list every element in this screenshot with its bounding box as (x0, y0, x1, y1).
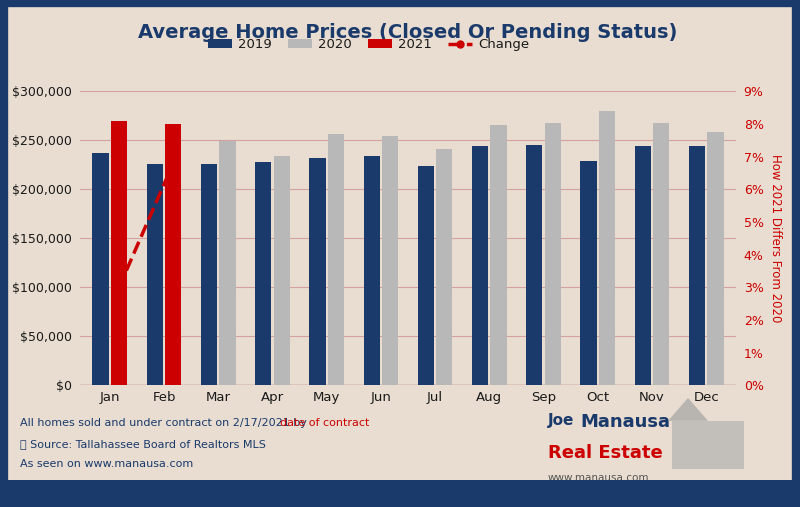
Bar (146, 164, 163, 385)
Bar (111, 126, 127, 385)
Y-axis label: Avg. Price Of Homes Put Under Contract: Avg. Price Of Homes Put Under Contract (0, 120, 7, 356)
Bar (165, 140, 182, 385)
Bar (418, 166, 434, 385)
Bar (165, 124, 182, 385)
Bar (382, 136, 398, 385)
Text: Joe: Joe (548, 413, 574, 428)
Bar (328, 134, 344, 385)
Bar (545, 123, 561, 385)
Text: All homes sold and under contract on 2/17/2021 by: All homes sold and under contract on 2/1… (20, 418, 310, 428)
Title: Average Home Prices (Closed Or Pending Status): Average Home Prices (Closed Or Pending S… (138, 23, 678, 43)
Bar (653, 123, 670, 385)
Bar (201, 164, 217, 385)
Bar (581, 161, 597, 385)
Bar (310, 158, 326, 385)
Bar (93, 153, 109, 385)
Legend: 2019, 2020, 2021, Change: 2019, 2020, 2021, Change (202, 33, 534, 57)
Bar (472, 146, 488, 385)
Bar (363, 156, 380, 385)
Bar (436, 149, 453, 385)
Bar (634, 146, 651, 385)
Y-axis label: How 2021 Differs From 2020: How 2021 Differs From 2020 (769, 154, 782, 322)
Bar (707, 132, 723, 385)
Bar (526, 145, 542, 385)
Text: Ⓢ Source: Tallahassee Board of Realtors MLS: Ⓢ Source: Tallahassee Board of Realtors … (20, 439, 266, 449)
Text: As seen on www.manausa.com: As seen on www.manausa.com (20, 459, 194, 469)
Bar (599, 111, 615, 385)
Bar (219, 141, 235, 385)
Bar (255, 162, 271, 385)
Text: Real Estate: Real Estate (548, 444, 662, 462)
Bar (490, 125, 506, 385)
Bar (689, 146, 705, 385)
Text: date of contract: date of contract (280, 418, 370, 428)
Text: www.manausa.com: www.manausa.com (548, 473, 650, 483)
Text: Manausa: Manausa (580, 413, 670, 431)
Bar (274, 156, 290, 385)
Bar (111, 121, 127, 385)
